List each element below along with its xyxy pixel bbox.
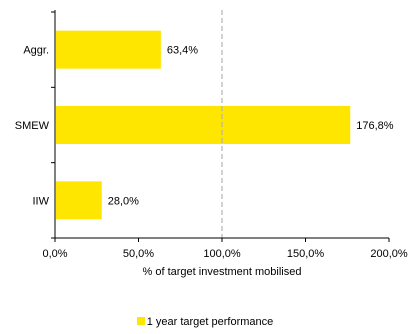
x-tick-label: 200,0% [370,248,408,260]
bar [56,181,102,220]
data-label: 28,0% [108,195,139,207]
legend-swatch [136,317,145,325]
x-tick-label: 150,0% [287,248,325,260]
category-label: SMEW [15,120,50,132]
data-label: 176,8% [356,120,394,132]
x-tick-label: 0,0% [42,248,67,260]
data-label: 63,4% [167,45,198,57]
bar [56,30,161,69]
category-label: Aggr. [23,45,49,57]
category-label: IIW [33,195,50,207]
legend: 1 year target performance [0,316,410,329]
legend-label: 1 year target performance [146,316,274,328]
bar [56,106,351,144]
x-tick-label: 100,0% [203,248,241,260]
x-tick-label: 50,0% [123,248,154,260]
x-axis-title: % of target investment mobilised [143,266,302,278]
